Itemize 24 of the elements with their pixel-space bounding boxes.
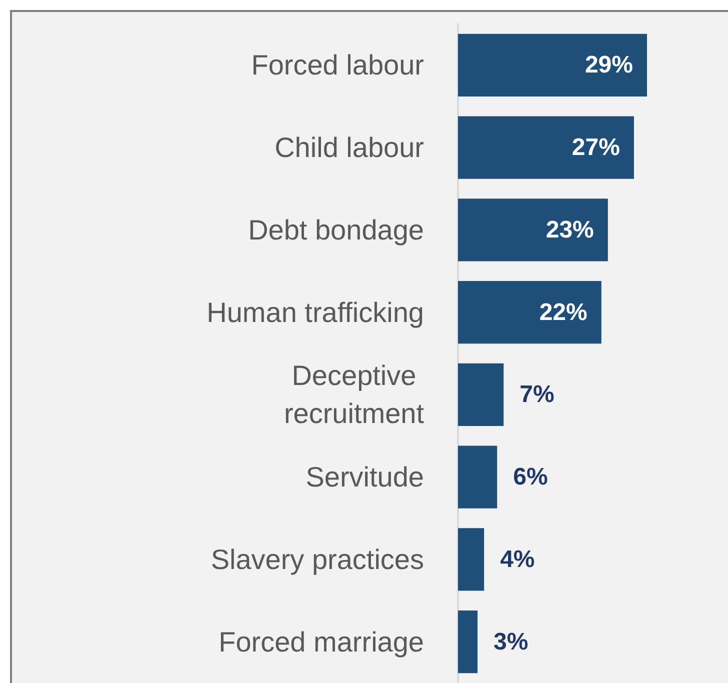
y-tick-label: Deceptive recruitment (284, 360, 424, 430)
y-tick-label: Forced marriage (218, 626, 424, 658)
data-label: 22% (539, 298, 588, 326)
y-tick-label: Forced labour (251, 50, 424, 81)
data-label: 29% (584, 52, 633, 79)
y-tick-label: Servitude (306, 462, 424, 493)
bar (458, 363, 504, 426)
bar (458, 34, 647, 96)
y-tick-label: Debt bondage (248, 214, 424, 246)
data-label: 3% (494, 628, 528, 656)
bar (458, 281, 602, 344)
bar (458, 610, 478, 674)
data-label: 7% (520, 381, 554, 408)
data-label: 23% (546, 216, 594, 244)
data-label: 4% (500, 546, 535, 573)
bar (458, 446, 498, 508)
data-label: 6% (513, 464, 548, 491)
bar (458, 116, 634, 179)
bar (458, 528, 484, 591)
y-tick-label: Child labour (274, 132, 424, 164)
y-tick-label: Slavery practices (210, 544, 424, 575)
y-tick-label: Human trafficking (206, 296, 424, 328)
data-label: 27% (572, 134, 620, 162)
bar (458, 198, 608, 262)
